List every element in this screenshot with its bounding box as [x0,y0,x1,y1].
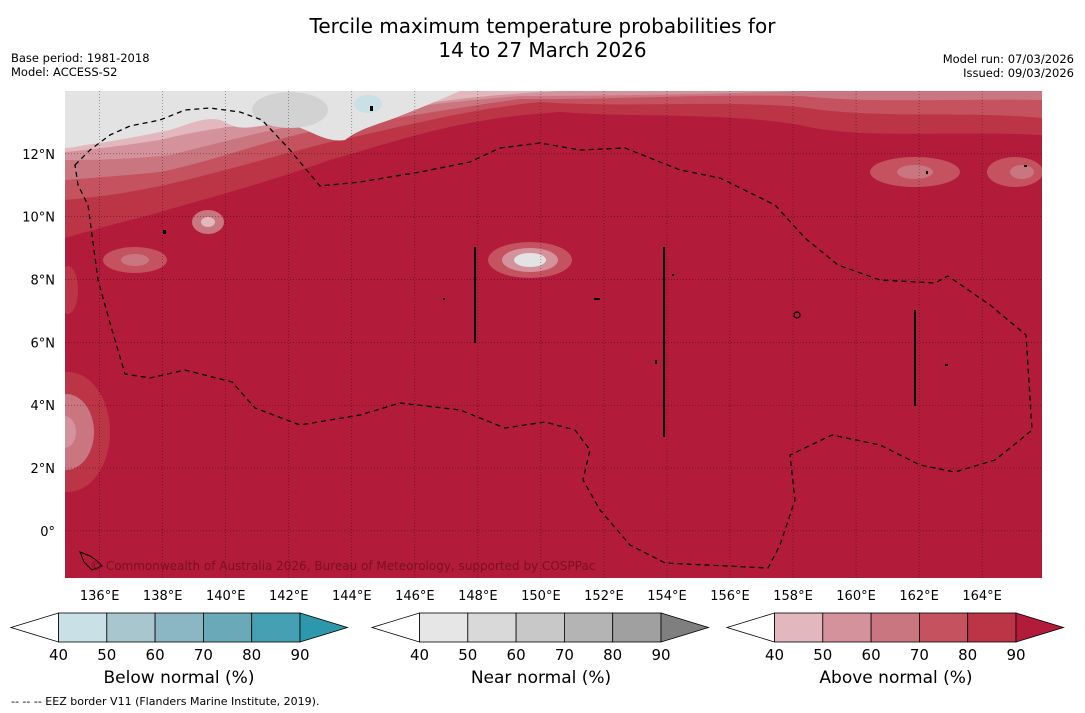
lon-tick-label: 142°E [269,589,309,604]
legend-label-near: Near normal (%) [470,668,612,688]
colorbar-segment [919,612,969,643]
meta-left: Base period: 1981-2018 Model: ACCESS-S2 [11,51,150,79]
lon-tick-label: 148°E [458,589,498,604]
lon-tick-label: 150°E [521,589,561,604]
lat-tick-labels: 12°N 10°N 8°N 6°N 4°N 2°N 0° [22,148,55,540]
lon-tick-label: 138°E [143,589,183,604]
colorbar-tick-label: 70 [910,646,929,664]
colorbar-min-extend [725,612,775,643]
colorbar-segment [822,612,872,643]
colorbar-tick-label: 70 [194,646,213,664]
eez-footnote: -- -- -- EEZ border V11 (Flanders Marine… [11,695,320,708]
colorbar-segment [564,612,614,643]
colorbar-segment [106,612,156,643]
colorbar-tick-label: 70 [555,646,574,664]
lon-tick-label: 164°E [962,589,1002,604]
colorbar-segment [58,612,108,643]
colorbar-max-extend [660,612,710,643]
lat-tick-label: 2°N [31,462,56,477]
warm-spot-1-inner [514,253,546,267]
colorbar-below: 40 50 60 70 80 90 [9,612,349,664]
colorbar-tick-label: 40 [410,646,429,664]
map-title: Tercile maximum temperature probabilitie… [0,14,1085,62]
lon-tick-label: 156°E [710,589,750,604]
graticule [65,91,1042,578]
colorbar-max-extend [299,612,349,643]
lat-tick-label: 10°N [22,211,55,226]
colorbar-tick-label: 50 [97,646,116,664]
colorbar-tick-label: 60 [146,646,165,664]
small-islands [163,106,1027,366]
lon-tick-label: 158°E [773,589,813,604]
colorbar-segment [154,612,204,643]
model-name: Model: ACCESS-S2 [11,65,118,79]
lat-tick-label: 4°N [31,399,56,414]
base-period: Base period: 1981-2018 [11,51,150,65]
lon-tick-label: 160°E [836,589,876,604]
colorbar-tick-label: 50 [813,646,832,664]
colorbar-tick-label: 80 [603,646,622,664]
lon-tick-label: 162°E [899,589,939,604]
colorbar-tick-label: 40 [765,646,784,664]
near-normal-60-patch [252,92,328,128]
lon-tick-label: 152°E [584,589,624,604]
colorbar-segment [612,612,662,643]
warm-spot-6-inner [897,165,933,179]
warm-spot-7-inner [1010,165,1034,179]
colorbar-segment [774,612,824,643]
lat-tick-label: 8°N [31,274,56,289]
colorbar-tick-label: 60 [507,646,526,664]
colorbar-segment [870,612,920,643]
lon-tick-label: 140°E [206,589,246,604]
legend-label-above: Above normal (%) [819,668,973,688]
colorbar-min-extend [9,612,59,643]
map-panel[interactable] [26,91,1043,578]
colorbar-tick-label: 90 [290,646,309,664]
colorbar-min-extend [370,612,420,643]
lon-tick-labels: 136°E 138°E 140°E 142°E 144°E 146°E 148°E 150°E… [80,589,1002,604]
lon-tick-label: 144°E [332,589,372,604]
lat-tick-label: 6°N [31,336,56,351]
eez-border [74,107,1033,569]
warm-spot-4-mid [65,394,94,470]
lat-tick-label: 12°N [22,148,55,163]
colorbar-near: 40 50 60 70 80 90 [370,612,710,664]
colorbar-segment [202,612,253,643]
island-circle [793,311,801,319]
colorbar-max-extend [1015,612,1065,643]
warm-spot-2-inner [121,254,149,266]
colorbar-tick-label: 90 [651,646,670,664]
warm-spot-5 [65,266,78,314]
colorbar-above: 40 50 60 70 80 90 [725,612,1065,664]
colorbar-tick-label: 90 [1006,646,1025,664]
colorbar-tick-label: 40 [49,646,68,664]
palau-islands [79,551,103,571]
colorbar-segment [467,612,517,643]
colorbar-segment [515,612,565,643]
legend-colorbars: 40 50 60 70 80 90 40 50 60 70 80 90 40 50 60 70 80 90 [9,612,1065,664]
below-normal-patch [354,95,382,113]
issued-date: Issued: 09/03/2026 [963,66,1074,80]
warm-spot-4-inner [65,416,76,448]
title-line-1: Tercile maximum temperature probabilitie… [309,14,776,38]
meta-right: Model run: 07/03/2026 Issued: 09/03/2026 [943,52,1074,80]
colorbar-segment [251,612,301,643]
lon-tick-label: 136°E [80,589,120,604]
lon-tick-label: 146°E [395,589,435,604]
lat-tick-label: 0° [40,525,55,540]
colorbar-tick-label: 80 [958,646,977,664]
colorbar-segment [419,612,469,643]
lon-tick-label: 154°E [647,589,687,604]
colorbar-tick-label: 80 [242,646,261,664]
colorbar-tick-label: 60 [862,646,881,664]
model-run: Model run: 07/03/2026 [942,52,1074,66]
colorbar-tick-label: 50 [458,646,477,664]
colorbar-segment [967,612,1017,643]
warm-spot-3-inner [201,217,215,227]
title-line-2: 14 to 27 March 2026 [438,38,647,62]
legend-label-below: Below normal (%) [103,668,255,688]
copyright-notice: © Commonwealth of Australia 2026, Bureau… [90,559,595,573]
